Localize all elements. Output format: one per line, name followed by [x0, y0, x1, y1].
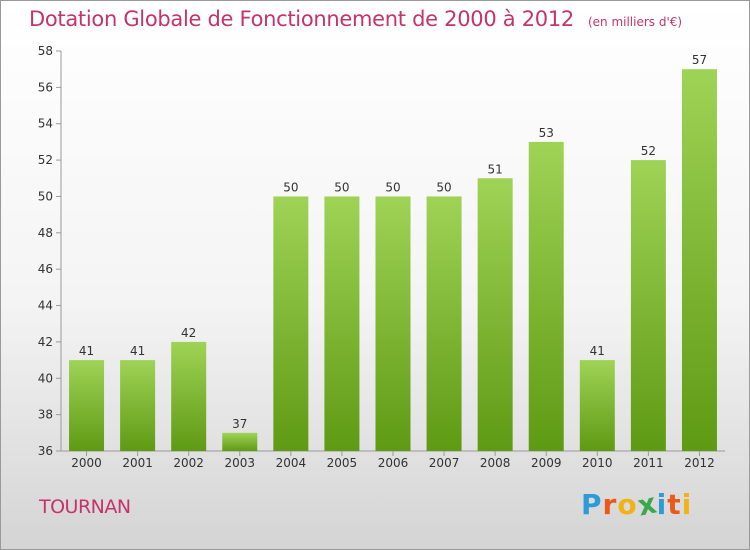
- bar-2010: [579, 360, 615, 451]
- y-tick-label: 40: [38, 371, 53, 385]
- chart-unit: (en milliers d'€): [587, 15, 683, 29]
- y-tick-label: 44: [38, 299, 53, 313]
- data-label: 52: [641, 144, 656, 158]
- y-tick-label: 52: [38, 153, 53, 167]
- bar-2001: [120, 360, 156, 451]
- x-tick-label: 2006: [378, 456, 409, 470]
- chart-title-block: Dotation Globale de Fonctionnement de 20…: [29, 7, 682, 31]
- bars: [69, 69, 717, 452]
- y-tick-label: 38: [38, 408, 53, 422]
- bar-2004: [273, 196, 309, 451]
- y-tick-label: 42: [38, 335, 53, 349]
- x-tick-label: 2001: [122, 456, 153, 470]
- y-tick-label: 46: [38, 262, 53, 276]
- data-label: 41: [130, 344, 145, 358]
- logo-letter: r: [602, 488, 618, 521]
- y-tick-label: 48: [38, 226, 53, 240]
- x-tick-label: 2004: [276, 456, 307, 470]
- x-tick-label: 2011: [633, 456, 664, 470]
- data-label: 57: [692, 53, 707, 67]
- data-label: 42: [181, 326, 196, 340]
- x-tick-label: 2005: [327, 456, 358, 470]
- bar-2002: [171, 341, 207, 451]
- x-tick-label: 2010: [582, 456, 613, 470]
- logo-letter: t: [667, 488, 682, 521]
- bar-2003: [222, 432, 258, 451]
- data-label: 41: [590, 344, 605, 358]
- commune-name: TOURNAN: [39, 496, 131, 518]
- x-tick-label: 2002: [173, 456, 204, 470]
- x-tick-label: 2007: [429, 456, 460, 470]
- x-tick-label: 2000: [71, 456, 102, 470]
- data-label: 41: [79, 344, 94, 358]
- bar-2009: [528, 141, 564, 451]
- bar-2006: [375, 196, 411, 451]
- y-tick-label: 50: [38, 189, 53, 203]
- logo-letter: P: [581, 488, 603, 521]
- data-label: 50: [334, 180, 349, 194]
- y-tick-label: 56: [38, 80, 53, 94]
- y-tick-label: 54: [38, 117, 53, 131]
- x-tick-label: 2008: [480, 456, 511, 470]
- proxiti-logo[interactable]: Proxiti: [581, 486, 693, 522]
- data-label: 50: [385, 180, 400, 194]
- logo-letter: i: [681, 488, 693, 521]
- y-tick-label: 36: [38, 444, 53, 458]
- data-labels: 41 41 42 37 50 50 50 50 51 53 41 52 57: [79, 53, 707, 431]
- chart-title: Dotation Globale de Fonctionnement de 20…: [29, 7, 574, 31]
- data-label: 53: [539, 126, 554, 140]
- x-tick-label: 2009: [531, 456, 562, 470]
- data-label: 37: [232, 417, 247, 431]
- data-label: 50: [283, 180, 298, 194]
- logo-letter: i: [656, 488, 668, 521]
- data-label: 51: [488, 162, 503, 176]
- bar-2007: [426, 196, 462, 451]
- data-label: 50: [436, 180, 451, 194]
- bar-2012: [681, 69, 717, 451]
- bar-2011: [630, 160, 666, 451]
- axes: 36 38 40 42 44 46 48 50 52 54 56 58 2000 2001 2002 2003…: [38, 44, 725, 470]
- x-tick-label: 2003: [224, 456, 255, 470]
- bar-2008: [477, 178, 513, 452]
- bar-2000: [69, 360, 105, 451]
- logo-letter: o: [617, 488, 638, 521]
- x-tick-label: 2012: [684, 456, 715, 470]
- y-tick-label: 58: [38, 44, 53, 58]
- bar-2005: [324, 196, 360, 451]
